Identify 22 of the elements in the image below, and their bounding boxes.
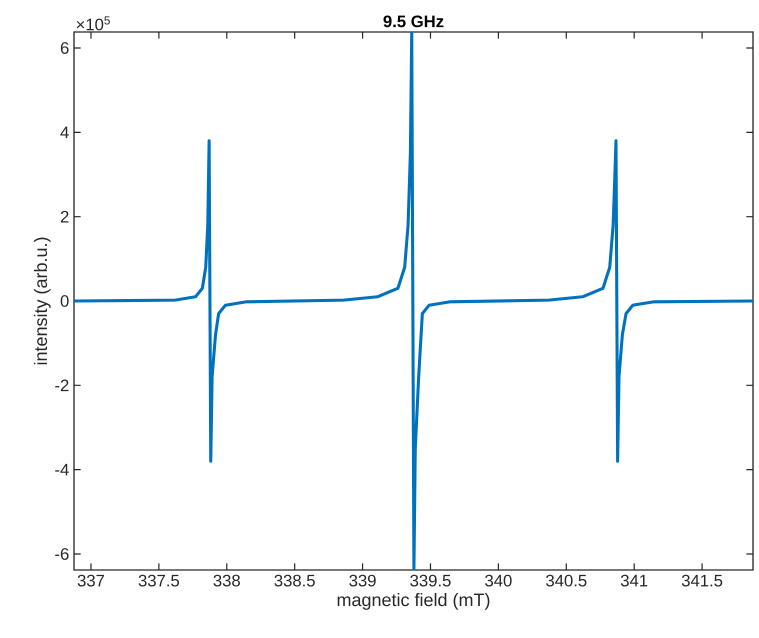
y-tick-label: 2 [60, 210, 68, 222]
x-tick-label: 341 [620, 574, 648, 587]
y-tick-label: 0 [60, 295, 69, 307]
text: ×10$^{5}$ [76, 16, 110, 30]
y-tick-label: -6 [55, 548, 69, 560]
y-tick-label: 6 [60, 42, 69, 54]
x-tick-label: 339 [349, 574, 376, 587]
x-tick-label: 338.5 [274, 574, 315, 587]
y-axis-title: intensity (arb.u.) [34, 238, 51, 364]
y-tick-label: -2 [55, 380, 68, 392]
x-tick-label: 340.5 [546, 574, 586, 587]
x-tick-label: 337.5 [138, 574, 180, 587]
x-tick-label: 339.5 [410, 574, 451, 587]
line-series [74, 32, 754, 570]
y-tick-label: 4 [60, 126, 69, 138]
x-tick-label: 338 [214, 574, 240, 587]
y-tick-label: -4 [55, 464, 69, 476]
x-tick-label: 337 [78, 574, 104, 587]
x-tick-label: 340 [485, 574, 512, 587]
chart-title: 9.5 GHz [384, 15, 444, 28]
x-axis-title: magnetic field (mT) [338, 592, 490, 610]
x-tick-label: 341.5 [682, 574, 722, 587]
